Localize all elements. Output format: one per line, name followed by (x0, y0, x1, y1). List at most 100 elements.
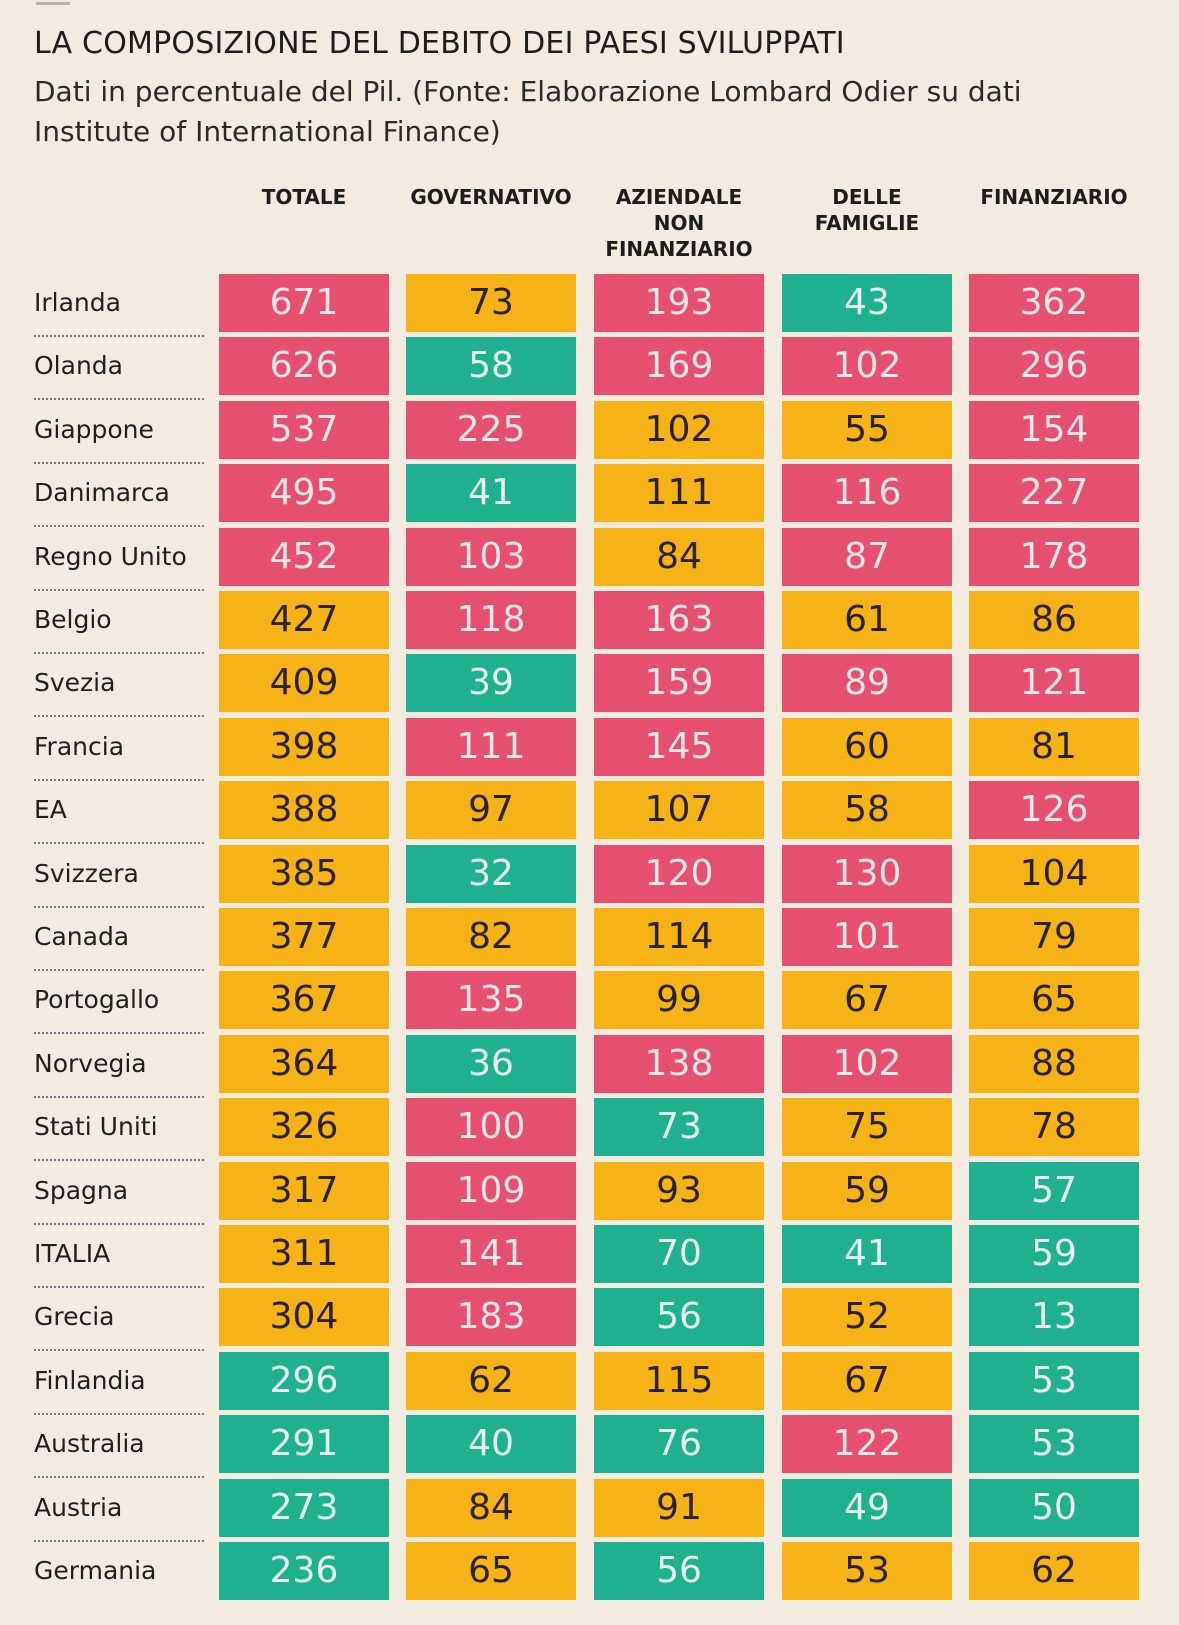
value-cell: 537 (219, 400, 389, 459)
value-cell: 367 (219, 971, 389, 1030)
country-label: Svizzera (34, 858, 139, 888)
table-row: Stati Uniti 326 100 73 75 78 (0, 1098, 1179, 1162)
value-cell: 82 (406, 908, 576, 966)
country-label: Francia (34, 731, 125, 761)
value-cell: 81 (969, 717, 1139, 776)
value-cell: 377 (219, 908, 389, 966)
value-cell: 86 (969, 591, 1139, 649)
value-cell: 178 (969, 527, 1139, 586)
value-cell: 73 (594, 1098, 764, 1157)
column-headers: TOTALE GOVERNATIVO AZIENDALE NON FINANZIAR… (0, 184, 1179, 264)
value-cell: 56 (594, 1542, 764, 1600)
value-cell: 78 (969, 1098, 1139, 1157)
value-cell: 67 (782, 1351, 952, 1410)
country-label: Portogallo (34, 985, 160, 1015)
value-cell: 58 (406, 337, 576, 396)
country-label: Regno Unito (34, 541, 187, 571)
value-cell: 364 (219, 1034, 389, 1093)
value-cell: 53 (969, 1415, 1139, 1474)
value-cell: 111 (594, 464, 764, 523)
value-cell: 70 (594, 1225, 764, 1283)
value-cell: 115 (594, 1351, 764, 1410)
value-cell: 398 (219, 717, 389, 776)
value-cell: 427 (219, 591, 389, 649)
row-divider (34, 778, 204, 781)
value-cell: 101 (782, 908, 952, 966)
value-cell: 104 (969, 844, 1139, 903)
country-label: Germania (34, 1556, 157, 1585)
country-label: Grecia (34, 1302, 115, 1332)
country-label: Giappone (34, 414, 154, 444)
row-divider (34, 842, 204, 845)
column-header: AZIENDALE NON FINANZIARIO (605, 185, 753, 261)
table-row: Irlanda 671 73 193 43 362 (0, 274, 1179, 337)
row-divider (34, 1095, 204, 1098)
country-label: EA (34, 795, 67, 825)
value-cell: 39 (406, 654, 576, 713)
value-cell: 43 (782, 274, 952, 332)
value-cell: 50 (969, 1478, 1139, 1537)
value-cell: 61 (782, 591, 952, 649)
row-divider (34, 461, 204, 464)
row-divider (34, 335, 204, 337)
value-cell: 58 (782, 781, 952, 840)
row-divider (34, 905, 204, 908)
value-cell: 53 (782, 1542, 952, 1600)
column-header: DELLE FAMIGLIE (814, 185, 920, 235)
value-cell: 40 (406, 1415, 576, 1474)
table-row: Germania 236 65 56 53 62 (0, 1542, 1179, 1600)
value-cell: 122 (782, 1415, 952, 1474)
table-row: EA 388 97 107 58 126 (0, 781, 1179, 845)
value-cell: 13 (969, 1288, 1139, 1347)
value-cell: 154 (969, 400, 1139, 459)
value-cell: 55 (782, 400, 952, 459)
value-cell: 41 (782, 1225, 952, 1283)
value-cell: 111 (406, 717, 576, 776)
value-cell: 159 (594, 654, 764, 713)
row-divider (34, 652, 204, 654)
table-row: Finlandia 296 62 115 67 53 (0, 1351, 1179, 1415)
country-label: Austria (34, 1492, 123, 1522)
value-cell: 120 (594, 844, 764, 903)
value-cell: 227 (969, 464, 1139, 523)
row-divider (34, 398, 204, 401)
value-cell: 62 (406, 1351, 576, 1410)
value-cell: 67 (782, 971, 952, 1030)
value-cell: 236 (219, 1542, 389, 1600)
table-row: Danimarca 495 41 111 116 227 (0, 464, 1179, 528)
country-label: Spagna (34, 1175, 129, 1205)
value-cell: 102 (782, 337, 952, 396)
column-header: FINANZIARIO (980, 185, 1128, 209)
row-divider (34, 588, 204, 591)
value-cell: 59 (969, 1225, 1139, 1283)
value-cell: 118 (406, 591, 576, 649)
country-label: Irlanda (34, 288, 121, 317)
country-label: Danimarca (34, 478, 170, 508)
value-cell: 130 (782, 844, 952, 903)
value-cell: 163 (594, 591, 764, 649)
value-cell: 102 (782, 1034, 952, 1093)
country-label: Norvegia (34, 1048, 147, 1078)
table-row: Giappone 537 225 102 55 154 (0, 400, 1179, 464)
row-divider (34, 1222, 204, 1225)
country-label: Belgio (34, 605, 112, 634)
value-cell: 65 (406, 1542, 576, 1600)
value-cell: 75 (782, 1098, 952, 1157)
value-cell: 388 (219, 781, 389, 840)
value-cell: 121 (969, 654, 1139, 713)
value-cell: 84 (406, 1478, 576, 1537)
table-row: Belgio 427 118 163 61 86 (0, 591, 1179, 654)
value-cell: 60 (782, 717, 952, 776)
table-row: Grecia 304 183 56 52 13 (0, 1288, 1179, 1352)
value-cell: 183 (406, 1288, 576, 1347)
value-cell: 145 (594, 717, 764, 776)
row-divider (34, 525, 204, 528)
value-cell: 97 (406, 781, 576, 840)
country-label: Stati Uniti (34, 1112, 158, 1142)
value-cell: 291 (219, 1415, 389, 1474)
country-label: Australia (34, 1429, 145, 1459)
value-cell: 409 (219, 654, 389, 713)
table-row: Francia 398 111 145 60 81 (0, 717, 1179, 781)
value-cell: 52 (782, 1288, 952, 1347)
row-divider (34, 1286, 204, 1288)
